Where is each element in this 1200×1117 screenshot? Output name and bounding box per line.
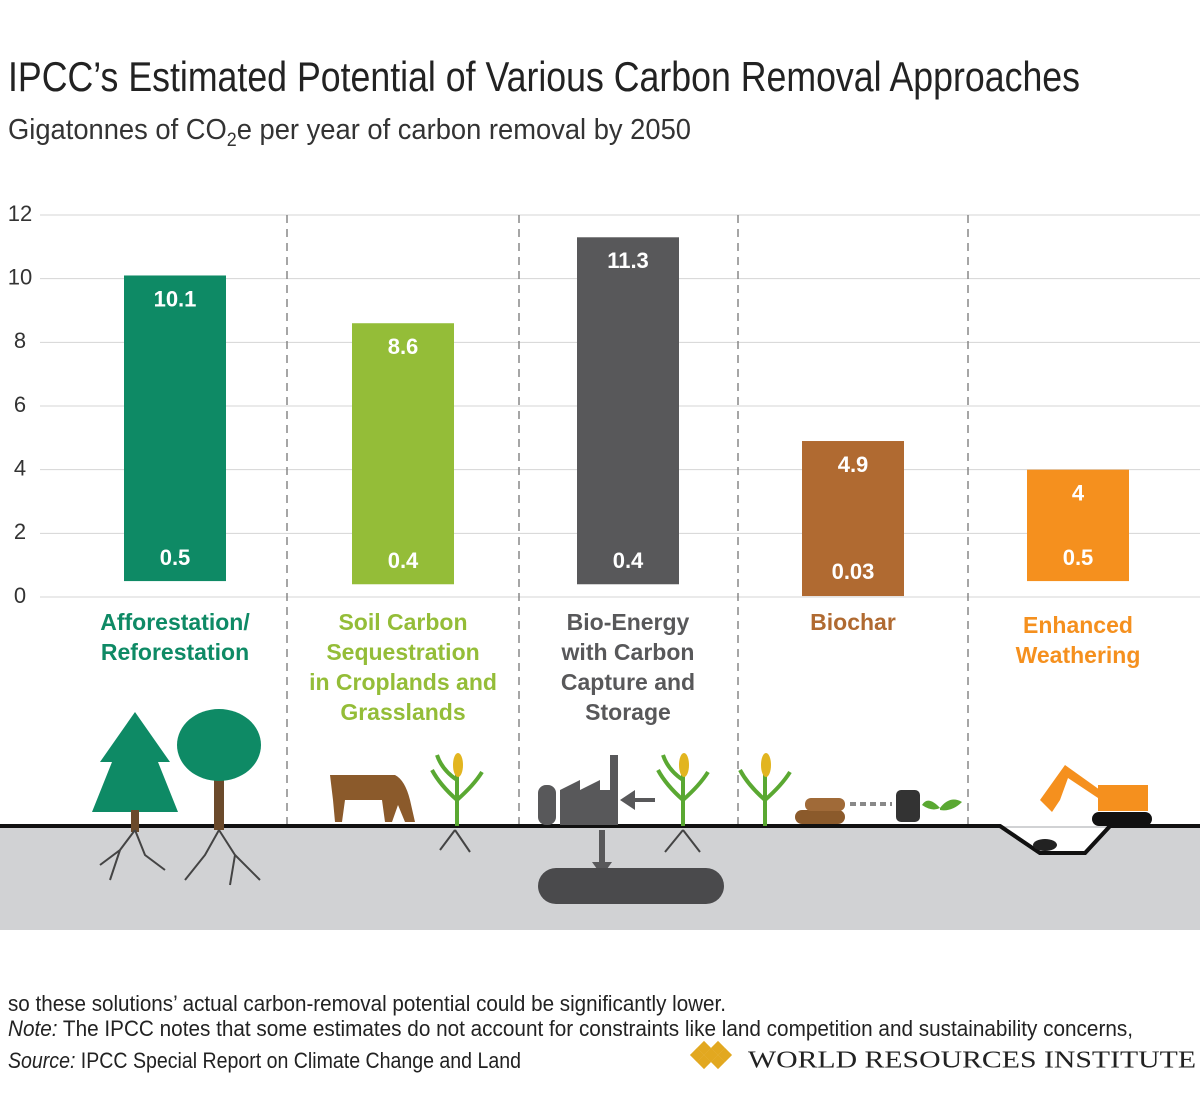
logs: [805, 798, 845, 811]
trunk: [131, 810, 139, 832]
cow: [330, 775, 415, 822]
source-label: Source:: [8, 1048, 75, 1073]
y-tick-label: 2: [14, 519, 26, 544]
category-label: Weathering: [1016, 642, 1141, 668]
trunk: [214, 755, 224, 830]
subtitle-subscript: 2: [227, 130, 237, 151]
roots: [99, 829, 261, 886]
pine-tree: [92, 712, 178, 812]
cob: [453, 753, 463, 777]
value-label-low: 0.4: [388, 548, 419, 573]
cab: [1098, 785, 1148, 811]
logs: [795, 810, 845, 824]
factory: [560, 755, 618, 825]
value-label-low: 0.4: [613, 548, 644, 573]
value-label-high: 4.9: [838, 452, 869, 477]
note-label: Note:: [8, 1016, 58, 1041]
y-tick-label: 12: [8, 201, 32, 226]
subtitle-part: e per year of carbon removal by 2050: [237, 114, 691, 146]
y-tick-label: 8: [14, 328, 26, 353]
source-text: IPCC Special Report on Climate Change an…: [75, 1048, 521, 1073]
subtitle-part: Gigatonnes of CO: [8, 114, 227, 146]
arrow: [620, 790, 655, 810]
illustrations: [92, 709, 1152, 904]
reservoir: [538, 868, 724, 904]
logo-mark: [689, 1040, 733, 1070]
logo-text: WORLD RESOURCES INSTITUTE: [748, 1048, 1196, 1074]
y-tick-label: 0: [14, 583, 26, 608]
category-label: Sequestration: [326, 639, 479, 665]
category-label: Storage: [585, 699, 671, 725]
arm: [1040, 765, 1100, 812]
category-label: Biochar: [810, 609, 896, 635]
tank: [538, 785, 556, 825]
value-label-high: 8.6: [388, 334, 419, 359]
tracks: [1092, 812, 1152, 826]
rocks: [1033, 839, 1057, 851]
value-label-high: 10.1: [154, 286, 197, 311]
cob: [761, 753, 771, 777]
category-label: with Carbon: [561, 639, 695, 665]
y-tick-label: 4: [14, 455, 26, 480]
value-label-low: 0.5: [1063, 545, 1094, 570]
value-label-high: 4: [1072, 480, 1085, 505]
category-label: Soil Carbon: [338, 609, 467, 635]
tree-crown: [177, 709, 261, 781]
value-label-low: 0.03: [832, 559, 875, 584]
category-label: Enhanced: [1023, 612, 1133, 638]
sprout: [922, 799, 962, 826]
bar: [802, 441, 904, 597]
chart-title: IPCC’s Estimated Potential of Various Ca…: [8, 53, 1080, 100]
y-tick-label: 6: [14, 392, 26, 417]
bar: [124, 275, 226, 582]
value-label-low: 0.5: [160, 545, 191, 570]
source: Source: IPCC Special Report on Climate C…: [8, 1048, 521, 1073]
corn: [430, 754, 792, 826]
category-label: in Croplands and: [309, 669, 497, 695]
plot: 0 2 4 6 8 10 12 10.1 0.5 Afforestation/Reforestat…: [8, 201, 1200, 930]
pit-line: [998, 824, 1112, 855]
pit: [1000, 828, 1110, 853]
roots: [439, 829, 701, 853]
category-label: Reforestation: [101, 639, 249, 665]
note-text: The IPCC notes that some estimates do no…: [58, 1016, 1133, 1041]
category-label: Grasslands: [340, 699, 465, 725]
note-line: Note: The IPCC notes that some estimates…: [8, 1016, 1133, 1041]
pipe: [599, 830, 605, 865]
category-label: Capture and: [561, 669, 695, 695]
bar: [577, 237, 679, 585]
category-label: Bio-Energy: [567, 609, 690, 635]
bar: [352, 323, 454, 585]
bar: [1027, 469, 1129, 582]
value-label-high: 11.3: [607, 248, 649, 273]
note-line: so these solutions’ actual carbon-remova…: [8, 991, 726, 1016]
chart-subtitle: Gigatonnes of CO2e per year of carbon re…: [8, 114, 691, 151]
jar: [896, 790, 920, 822]
y-tick-label: 10: [8, 264, 32, 289]
category-label: Afforestation/: [100, 609, 250, 635]
cob: [679, 753, 689, 777]
